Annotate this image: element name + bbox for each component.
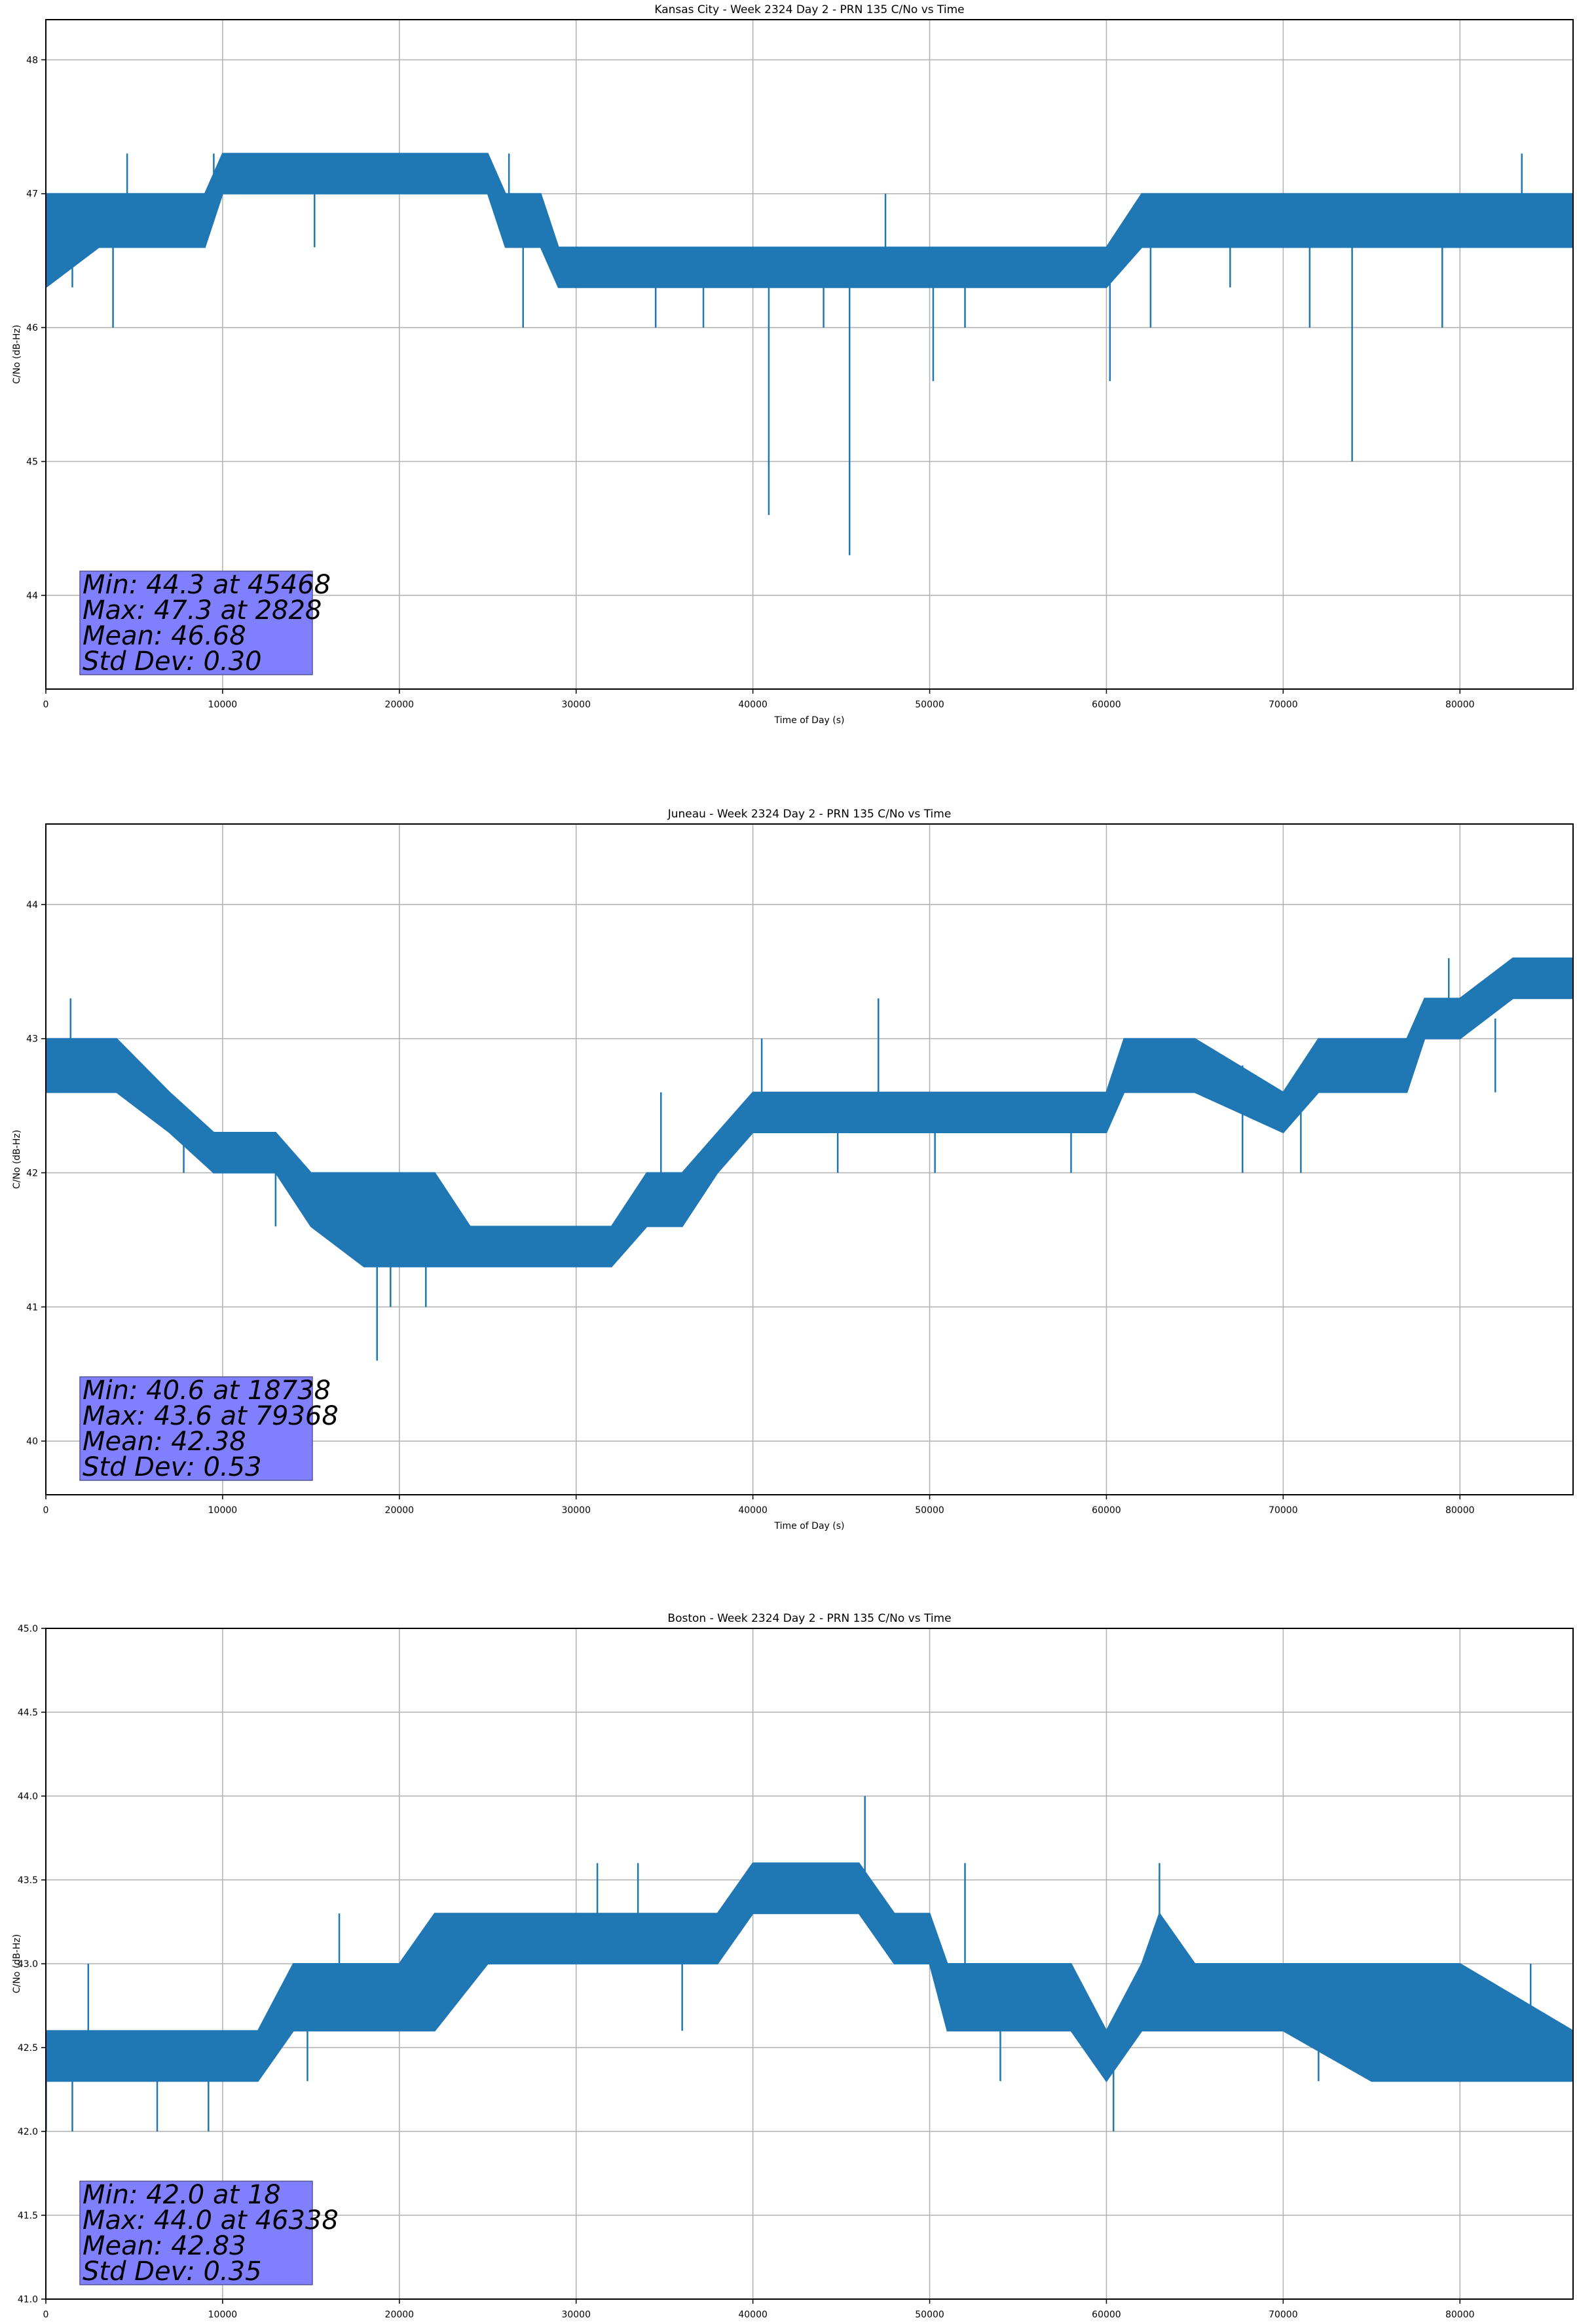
- x-tick-label: 20000: [385, 2310, 415, 2320]
- stats-line-3: Mean: 42.83: [83, 2231, 246, 2261]
- x-axis-label: Time of Day (s): [774, 1521, 845, 1531]
- x-tick-label: 30000: [561, 700, 591, 710]
- y-tick-label: 40: [26, 1436, 38, 1447]
- x-tick-label: 80000: [1445, 2310, 1475, 2320]
- chart-panel-2: 0 10000 20000 30000 40000 50000 60000 70000 8000…: [12, 808, 1574, 1531]
- y-tick-label: 45: [26, 457, 38, 468]
- stats-line-4: Std Dev: 0.53: [83, 1452, 262, 1482]
- y-tick-label: 44: [26, 591, 38, 601]
- x-tick-label: 0: [43, 700, 49, 710]
- y-tick-label: 42: [26, 1168, 38, 1178]
- stats-line-2: Max: 43.6 at 79368: [83, 1401, 339, 1431]
- chart-title: Boston - Week 2324 Day 2 - PRN 135 C/No …: [667, 1612, 951, 1625]
- x-tick-label: 60000: [1092, 700, 1121, 710]
- x-tick-label: 10000: [208, 1505, 238, 1516]
- x-tick-label: 20000: [385, 700, 415, 710]
- x-tick-label: 10000: [208, 2310, 238, 2320]
- y-tick-label: 41.0: [18, 2295, 38, 2305]
- x-tick-label: 30000: [561, 1505, 591, 1516]
- y-tick-label: 43.0: [18, 1959, 38, 1970]
- x-tick-label: 60000: [1092, 1505, 1121, 1516]
- x-tick-label: 50000: [915, 700, 944, 710]
- y-tick-label: 43: [26, 1034, 38, 1045]
- y-tick-label: 47: [26, 189, 38, 200]
- y-tick-label: 44.0: [18, 1791, 38, 1802]
- stats-line-3: Mean: 46.68: [83, 621, 246, 651]
- x-tick-label: 50000: [915, 2310, 944, 2320]
- y-tick-label: 42.0: [18, 2127, 38, 2137]
- chart-title: Juneau - Week 2324 Day 2 - PRN 135 C/No …: [667, 808, 952, 821]
- stats-line-1: Min: 42.0 at 18: [83, 2180, 281, 2210]
- y-tick-label: 42.5: [18, 2043, 38, 2053]
- x-tick-label: 40000: [738, 2310, 768, 2320]
- axes-frame: [45, 823, 1574, 1495]
- stats-line-3: Mean: 42.38: [83, 1427, 246, 1457]
- y-axis-label: C/No (dB-Hz): [12, 325, 22, 384]
- stats-line-4: Std Dev: 0.30: [83, 647, 262, 677]
- x-tick-label: 60000: [1092, 2310, 1121, 2320]
- x-tick-label: 70000: [1269, 2310, 1298, 2320]
- x-axis-label: Time of Day (s): [774, 715, 845, 726]
- y-tick-label: 48: [26, 55, 38, 66]
- stats-line-2: Max: 47.3 at 2828: [83, 595, 322, 626]
- x-tick-label: 10000: [208, 700, 238, 710]
- chart-panel-3: 0 10000 20000 30000 40000 50000 60000 70000 8000…: [12, 1612, 1574, 2320]
- y-axis-label: C/No (dB-Hz): [12, 1934, 22, 1993]
- x-tick-label: 40000: [738, 700, 768, 710]
- stats-box: [79, 571, 313, 675]
- x-tick-label: 20000: [385, 1505, 415, 1516]
- x-tick-label: 80000: [1445, 1505, 1475, 1516]
- stats-box: [79, 1376, 313, 1481]
- y-tick-label: 44.5: [18, 1708, 38, 1718]
- stats-line-2: Max: 44.0 at 46338: [83, 2205, 339, 2236]
- stats-line-4: Std Dev: 0.35: [83, 2257, 262, 2287]
- y-tick-label: 41.5: [18, 2211, 38, 2221]
- stats-box: [79, 2181, 313, 2285]
- stats-line-1: Min: 40.6 at 18738: [83, 1376, 331, 1406]
- y-tick-label: 43.5: [18, 1875, 38, 1886]
- y-tick-label: 45.0: [18, 1624, 38, 1634]
- y-tick-label: 41: [26, 1302, 38, 1313]
- chart-panel-1: 0 10000 20000 30000 40000 50000 60000 70000 8000…: [12, 3, 1574, 726]
- x-tick-label: 70000: [1269, 700, 1298, 710]
- x-tick-label: 70000: [1269, 1505, 1298, 1516]
- x-tick-label: 80000: [1445, 700, 1475, 710]
- chart-title: Kansas City - Week 2324 Day 2 - PRN 135 …: [654, 3, 964, 16]
- x-tick-label: 40000: [738, 1505, 768, 1516]
- x-tick-label: 0: [43, 2310, 49, 2320]
- axes-frame: [45, 19, 1574, 690]
- x-tick-label: 0: [43, 1505, 49, 1516]
- stats-line-1: Min: 44.3 at 45468: [83, 570, 331, 600]
- y-axis-label: C/No (dB-Hz): [12, 1130, 22, 1189]
- x-tick-label: 30000: [561, 2310, 591, 2320]
- y-tick-label: 44: [26, 900, 38, 910]
- x-tick-label: 50000: [915, 1505, 944, 1516]
- y-tick-label: 46: [26, 323, 38, 333]
